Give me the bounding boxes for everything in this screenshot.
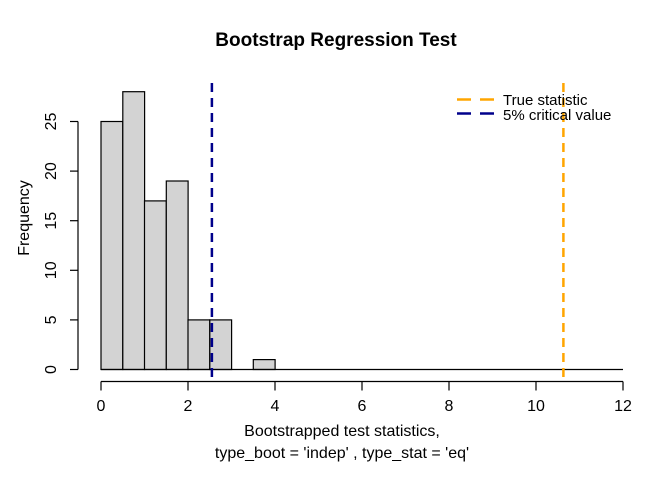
x-tick-label: 2 [184, 398, 193, 415]
x-tick-label: 6 [358, 398, 367, 415]
legend: True statistic 5% critical value [457, 92, 611, 124]
x-axis: 0 2 4 6 8 10 12 [97, 380, 632, 415]
y-tick-label: 15 [43, 212, 60, 230]
legend-label-critical-value: 5% critical value [503, 107, 611, 124]
chart-title: Bootstrap Regression Test [215, 30, 457, 51]
x-tick-label: 10 [527, 398, 545, 415]
histogram-bar [122, 91, 146, 371]
x-tick-label: 8 [445, 398, 454, 415]
histogram-bar [252, 359, 276, 371]
y-axis-label: Frequency [16, 180, 33, 256]
x-tick-label: 12 [614, 398, 632, 415]
histogram-bar [143, 200, 167, 371]
y-axis: 0 5 10 15 20 25 [43, 113, 79, 374]
x-tick-label: 0 [97, 398, 106, 415]
histogram-bar [187, 319, 211, 371]
legend-label-true-statistic: True statistic [503, 92, 588, 109]
x-tick-label: 4 [271, 398, 280, 415]
y-tick-label: 10 [43, 261, 60, 279]
x-axis-label-line1: Bootstrapped test statistics, [244, 423, 440, 440]
reference-lines [210, 83, 565, 380]
y-tick-label: 0 [43, 365, 60, 374]
histogram-bars [100, 91, 623, 371]
histogram-bar [165, 180, 189, 371]
y-tick-label: 25 [43, 113, 60, 131]
y-tick-label: 5 [43, 315, 60, 324]
x-axis-label-line2: type_boot = 'indep' , type_stat = 'eq' [215, 445, 469, 462]
histogram-bar [100, 120, 124, 371]
y-tick-label: 20 [43, 162, 60, 180]
